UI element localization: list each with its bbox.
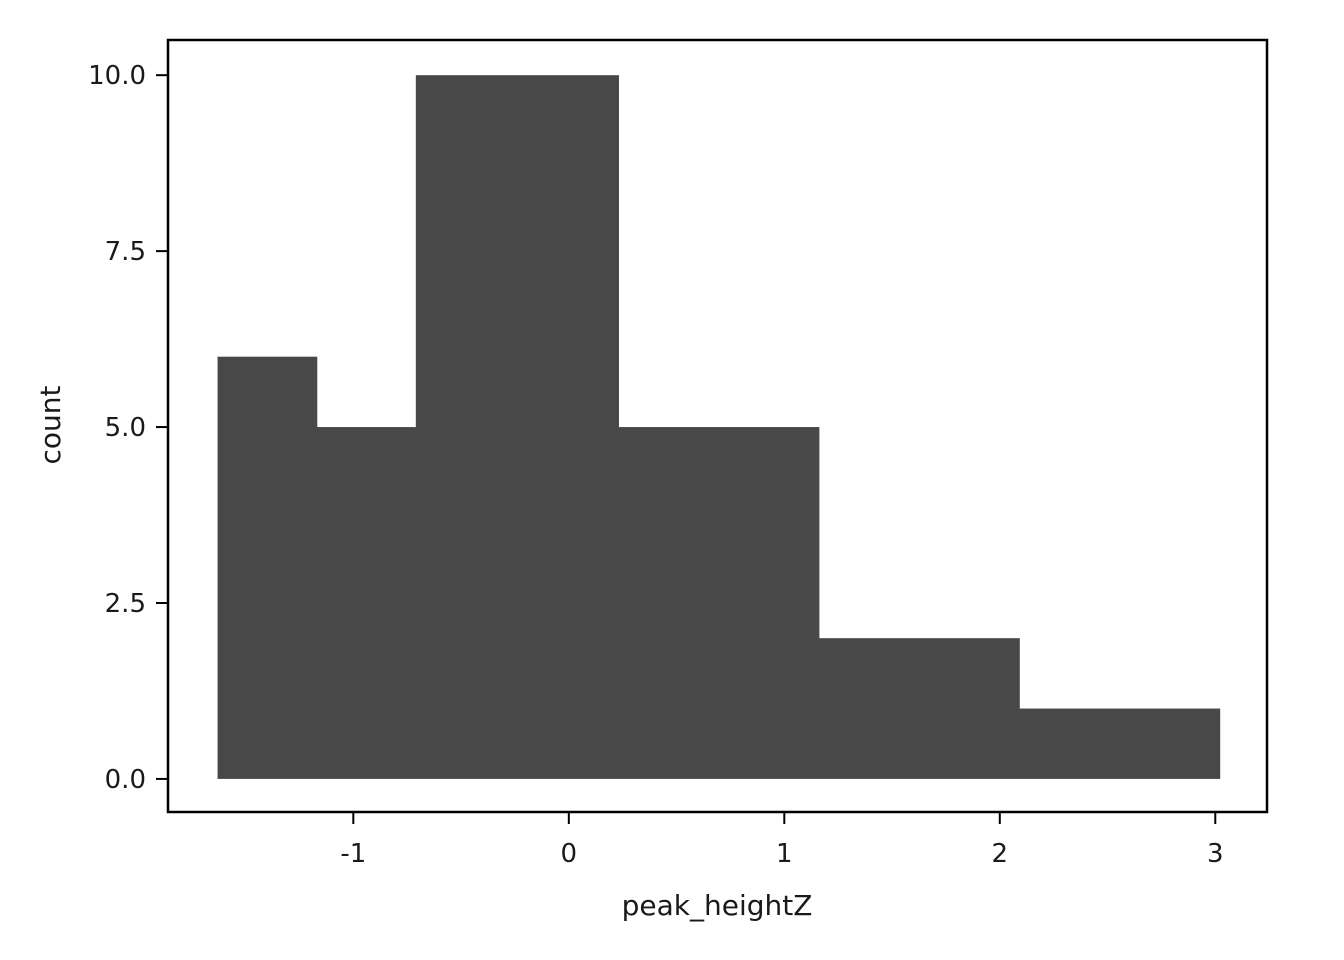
- y-tick-label: 10.0: [88, 61, 146, 91]
- y-tick-label: 7.5: [105, 237, 146, 267]
- y-tick-label: 2.5: [105, 589, 146, 619]
- x-tick-label: 1: [776, 839, 793, 869]
- x-tick-label: 0: [561, 839, 578, 869]
- x-tick-label: 3: [1207, 839, 1224, 869]
- histogram-bar-4: [818, 638, 1020, 779]
- y-tick-label: 0.0: [105, 765, 146, 795]
- x-axis-label: peak_heightZ: [622, 889, 813, 922]
- histogram-bar-0: [217, 356, 318, 779]
- histogram-bar-2: [415, 75, 619, 779]
- y-tick-label: 5.0: [105, 413, 146, 443]
- x-tick-label: 2: [992, 839, 1009, 869]
- y-axis: 0.0 2.5 5.0 7.5 10.0: [88, 61, 168, 795]
- histogram-bar-1: [316, 427, 417, 779]
- plot-frame: [166, 38, 1269, 814]
- bars-group: [217, 75, 1221, 779]
- x-axis: -1 0 1 2 3: [340, 812, 1224, 869]
- x-tick-label: -1: [340, 839, 366, 869]
- histogram-bar-5: [1019, 708, 1221, 779]
- histogram-bar-3: [618, 427, 820, 779]
- y-axis-label: count: [34, 385, 67, 464]
